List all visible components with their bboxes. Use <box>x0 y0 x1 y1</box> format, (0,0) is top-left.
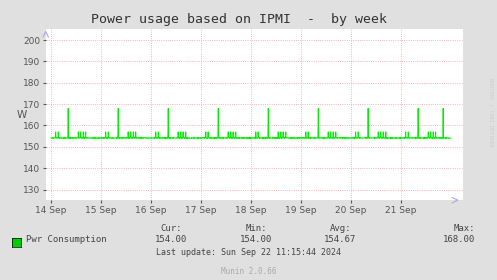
Text: Max:: Max: <box>453 224 475 233</box>
Text: 168.00: 168.00 <box>442 235 475 244</box>
Text: Last update: Sun Sep 22 11:15:44 2024: Last update: Sun Sep 22 11:15:44 2024 <box>156 248 341 257</box>
Text: 154.00: 154.00 <box>240 235 272 244</box>
Y-axis label: W: W <box>16 110 27 120</box>
Text: Avg:: Avg: <box>330 224 351 233</box>
Text: Munin 2.0.66: Munin 2.0.66 <box>221 267 276 276</box>
Text: Cur:: Cur: <box>161 224 182 233</box>
Text: RRDTOOL / TOBI OETIKER: RRDTOOL / TOBI OETIKER <box>489 78 494 146</box>
Text: Power usage based on IPMI  -  by week: Power usage based on IPMI - by week <box>90 13 387 25</box>
Text: 154.00: 154.00 <box>156 235 187 244</box>
Text: 154.67: 154.67 <box>325 235 356 244</box>
Text: Min:: Min: <box>245 224 267 233</box>
Text: Pwr Consumption: Pwr Consumption <box>26 235 106 244</box>
